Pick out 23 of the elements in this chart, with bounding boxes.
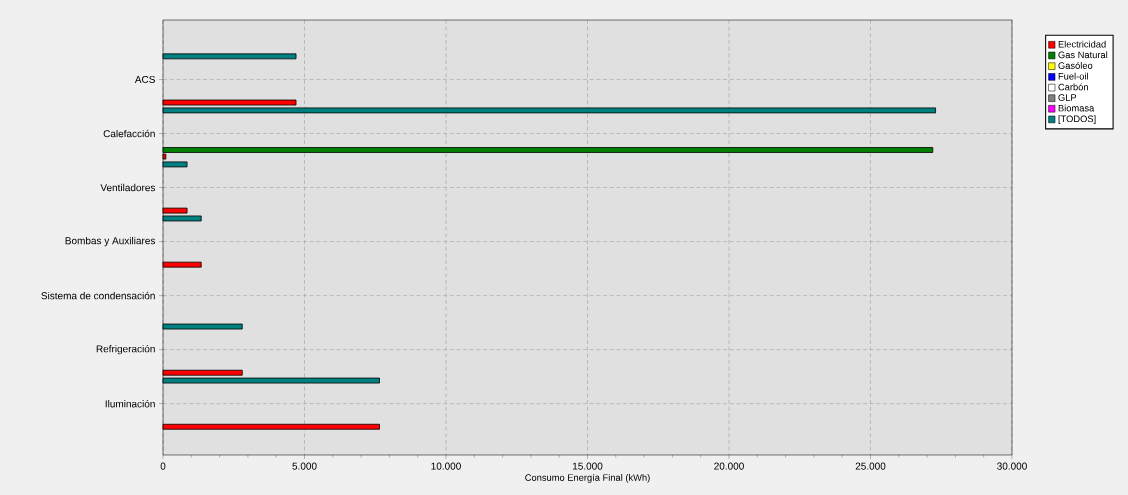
- legend-label: [TODOS]: [1058, 115, 1096, 124]
- legend-label: Fuel-oil: [1058, 72, 1088, 80]
- y-tick-label: Refrigeración: [96, 344, 155, 355]
- legend-label: Gasóleo: [1058, 62, 1093, 69]
- x-tick-label: 15.000: [572, 462, 603, 470]
- x-tick-label: 25.000: [855, 462, 886, 470]
- x-tick-label: 5.000: [292, 462, 317, 470]
- x-tick-label: 30.000: [997, 462, 1027, 470]
- y-tick-label: Calefacción: [103, 129, 155, 138]
- y-tick-label: Ventiladores: [100, 183, 156, 192]
- y-tick-label: Sistema de condensación: [41, 291, 155, 300]
- x-tick-label: 0: [160, 462, 166, 470]
- legend-label: Biomasa: [1058, 104, 1095, 112]
- legend-label: GLP: [1058, 94, 1077, 101]
- x-tick-label: 10.000: [431, 462, 461, 470]
- legend-label: Gas Natural: [1058, 51, 1108, 59]
- y-tick-label: Iluminación: [105, 399, 155, 408]
- legend-label: Carbón: [1058, 83, 1088, 91]
- x-axis-title: Consumo Energía Final (kWh): [525, 473, 650, 483]
- legend-label: Electricidad: [1058, 40, 1106, 48]
- y-tick-label: Bombas y Auxiliares: [65, 236, 156, 247]
- x-tick-label: 20.000: [714, 462, 744, 470]
- y-tick-label: ACS: [134, 75, 155, 83]
